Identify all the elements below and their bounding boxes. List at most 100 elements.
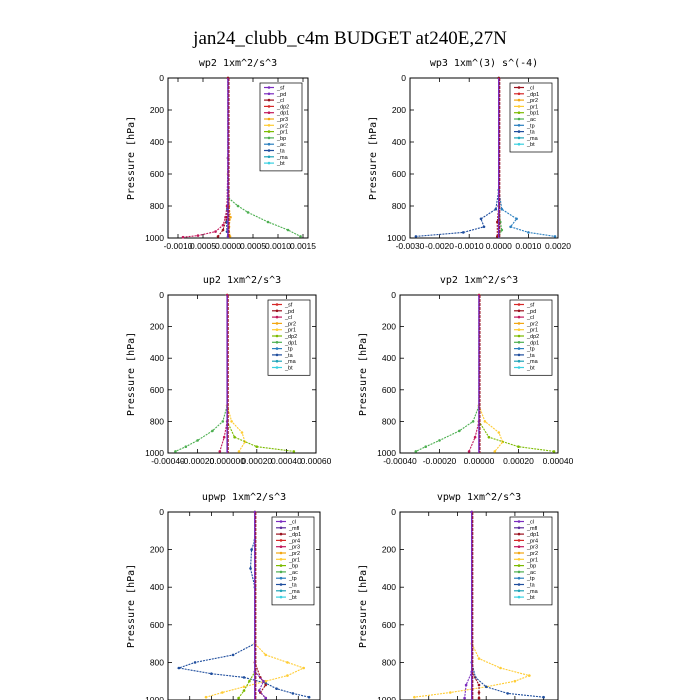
y-tick-label: 0 <box>401 73 406 83</box>
x-tick-label: 0.0005 <box>240 241 266 251</box>
legend-box <box>509 299 553 376</box>
series-point_ta <box>307 695 311 699</box>
y-tick-label: 400 <box>150 137 164 147</box>
y-tick-label: 800 <box>392 201 406 211</box>
legend-label: _pr1 <box>276 130 288 136</box>
series-point_pr1 <box>413 695 416 699</box>
legend-marker <box>517 359 521 363</box>
legend-marker <box>517 520 521 523</box>
series-point_dp2 <box>552 450 556 453</box>
legend-label: _tp <box>288 576 297 582</box>
x-tick-label: 0.0000 <box>486 241 512 251</box>
series-point_pr1 <box>264 679 268 683</box>
y-tick-label: 0 <box>159 507 164 517</box>
legend-marker <box>517 130 521 133</box>
legend-marker <box>517 105 521 108</box>
series-point_pr1 <box>513 679 517 683</box>
plot-frame <box>167 294 317 454</box>
series-point_ta <box>193 661 197 664</box>
series-point_dp1 <box>196 439 199 442</box>
series-point_cl <box>467 450 471 453</box>
legend-label: _ma <box>284 359 297 365</box>
series-point_cl <box>222 435 226 439</box>
legend-label: _dp1 <box>276 111 289 117</box>
series-point_ta <box>250 548 253 551</box>
legend-marker <box>267 149 271 152</box>
y-axis-label: Pressure [hPa] <box>126 564 137 648</box>
legend-box <box>267 299 311 376</box>
series-point_pr1 <box>302 666 306 670</box>
legend-label: _pd <box>284 309 294 315</box>
series-point_pr1 <box>242 685 246 689</box>
x-tick-label: -0.00040 <box>151 456 185 466</box>
panel-2: up2 1xm^2/s^3 0 200 400 600 800 1000-0.00040-0… <box>126 275 332 466</box>
legend-label: _ta <box>526 130 536 136</box>
x-tick-label: 0.0015 <box>290 241 316 251</box>
series-line_bp <box>227 78 301 237</box>
panel-5: vpwp 1xm^2/s^302004006008001000-0.00010-… <box>358 492 559 700</box>
plot-frame <box>399 511 559 700</box>
series-point_bp <box>286 228 290 232</box>
y-tick-label: 400 <box>150 353 164 363</box>
legend-marker <box>517 86 521 89</box>
y-axis-label: Pressure [hPa] <box>126 116 137 200</box>
y-tick-label: 400 <box>150 582 164 592</box>
panel-title: wp2 1xm^2/s^3 <box>199 58 277 69</box>
panel-title: wp3 1xm^(3) s^(-4) <box>430 58 538 69</box>
legend-label: _ta <box>526 353 536 359</box>
panel-title: up2 1xm^2/s^3 <box>203 275 281 286</box>
legend-label: _dp2 <box>284 334 297 340</box>
legend-label: _pr2 <box>288 551 300 557</box>
legend-label: _bt <box>526 366 535 372</box>
x-tick-label: 0.0010 <box>265 241 291 251</box>
series-point_pr1 <box>493 450 497 453</box>
legend-marker <box>267 117 271 121</box>
legend-marker <box>279 545 283 548</box>
y-tick-label: 0 <box>391 507 396 517</box>
legend-label: _bp <box>288 564 298 570</box>
legend-marker <box>279 564 283 567</box>
series-point_ta <box>484 685 488 689</box>
legend-label: _cl <box>284 315 292 321</box>
legend-marker <box>517 526 521 530</box>
series-line_pr1 <box>478 295 504 452</box>
legend-label: _pr3 <box>276 117 288 123</box>
legend-label: _pr3 <box>288 545 300 551</box>
legend-marker <box>279 570 283 574</box>
series-point_dp1 <box>211 429 214 433</box>
legend-label: _pr2 <box>526 98 538 104</box>
legend-label: _dp2 <box>526 334 539 340</box>
x-tick-label: 0.000000 <box>209 456 245 466</box>
series-point_ta <box>177 666 181 670</box>
legend-label: _cl <box>526 86 534 92</box>
legend-marker <box>517 142 521 146</box>
legend-marker <box>275 303 279 306</box>
series-point_dp1 <box>477 696 481 700</box>
series-line_dp1 <box>415 295 480 452</box>
y-tick-label: 1000 <box>377 695 396 700</box>
series-point_cl <box>264 696 268 700</box>
series-point_cl <box>463 696 466 700</box>
series-point_dp1 <box>221 223 225 227</box>
series-point_cl <box>218 450 222 453</box>
series-line_cl <box>464 512 473 699</box>
legend-marker <box>267 142 271 146</box>
series-point_dp1 <box>438 439 441 442</box>
series-point_cl <box>496 220 499 224</box>
legend-label: _ac <box>288 570 298 576</box>
y-tick-label: 600 <box>392 169 406 179</box>
y-tick-label: 1000 <box>145 233 164 243</box>
series-point_tp <box>509 225 512 229</box>
series-point_pr1 <box>237 450 241 453</box>
legend-marker <box>517 322 521 325</box>
legend-marker <box>275 353 279 357</box>
legend-label: _dp1 <box>526 340 539 346</box>
legend-label: _tp <box>526 576 535 582</box>
legend-marker <box>517 589 521 593</box>
series-line_pr1 <box>226 295 246 452</box>
series-point_ta <box>494 207 498 211</box>
legend-label: _pr2 <box>526 551 538 557</box>
legend-label: _tp <box>526 123 535 129</box>
series-point_dp2 <box>233 435 236 439</box>
series-point_dp1 <box>214 230 217 233</box>
